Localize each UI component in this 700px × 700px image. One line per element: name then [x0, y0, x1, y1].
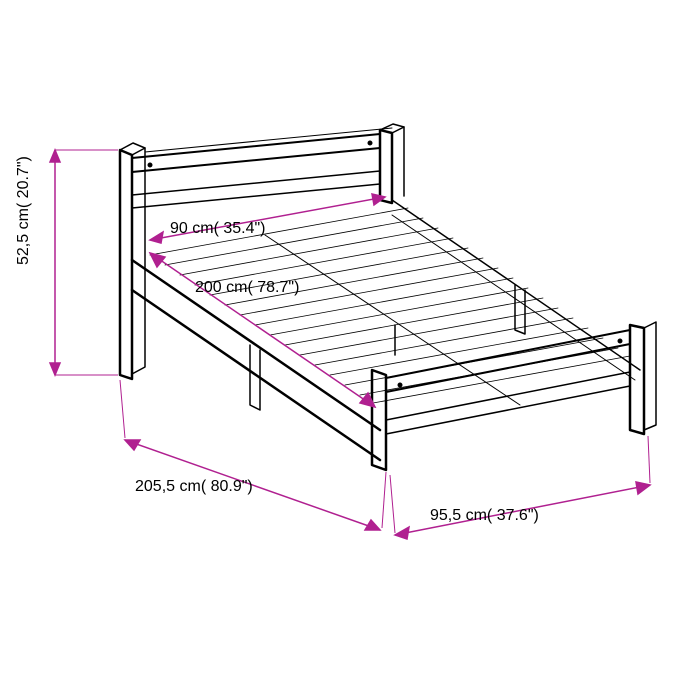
- bed-dimension-diagram: [0, 0, 700, 700]
- dim-length-label: 205,5 cm( 80.9"): [135, 478, 253, 496]
- dim-height-label: 52,5 cm( 20.7"): [15, 156, 33, 265]
- dim-matw-label: 90 cm( 35.4"): [170, 220, 266, 238]
- dim-width-label: 95,5 cm( 37.6"): [430, 507, 539, 525]
- dim-matl-label: 200 cm( 78.7"): [195, 279, 299, 297]
